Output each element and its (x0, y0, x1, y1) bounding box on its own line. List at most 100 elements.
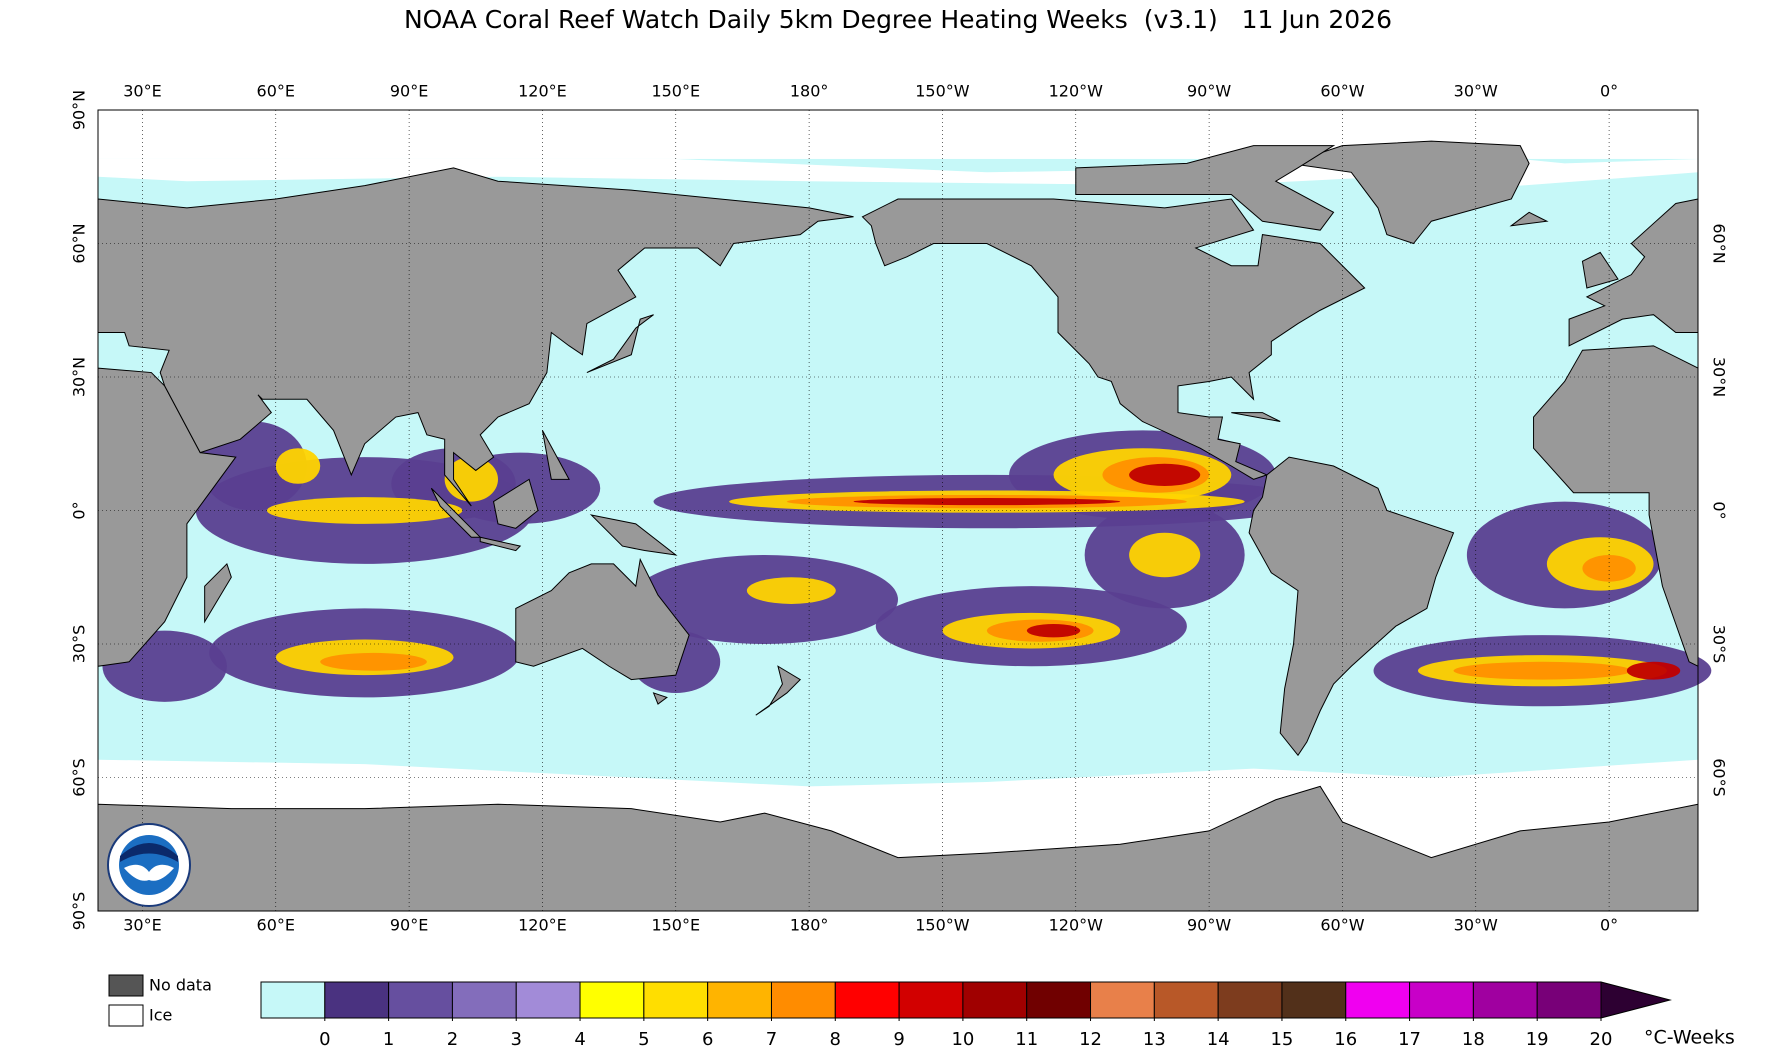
colorbar-tick-label: 2 (447, 1029, 458, 1050)
heat-severe (1626, 661, 1681, 680)
lon-label-top: 90°W (1187, 82, 1231, 101)
land (431, 488, 480, 537)
lon-label-top: 120°W (1049, 82, 1104, 101)
heat-high (1582, 555, 1636, 582)
colorbar-swatch (324, 981, 390, 1019)
land (98, 168, 854, 506)
map-area (98, 110, 1712, 911)
lon-label-top: 90°E (390, 82, 428, 101)
colorbar-tick-label: 15 (1270, 1029, 1293, 1050)
heat-mid (1129, 532, 1201, 578)
noaa-logo (107, 823, 191, 907)
lat-label-left: 30°S (70, 625, 89, 664)
colorbar-swatch (834, 981, 900, 1019)
colorbar-tick-label: 3 (511, 1029, 522, 1050)
heat-high (320, 652, 427, 671)
logo-top (120, 843, 178, 862)
colorbar-swatch (515, 981, 581, 1019)
colorbar-tick-label: 9 (893, 1029, 904, 1050)
colorbar-swatch (579, 981, 645, 1019)
land (480, 537, 520, 550)
lon-label-top: 150°E (651, 82, 700, 101)
lon-label-bottom: 150°W (915, 916, 970, 935)
lon-label-bottom: 60°E (257, 916, 295, 935)
lat-label-right: 0° (1710, 501, 1729, 519)
colorbar-tick-label: 16 (1334, 1029, 1357, 1050)
map-title: NOAA Coral Reef Watch Daily 5km Degree H… (404, 5, 1392, 34)
lon-label-bottom: 90°E (390, 916, 428, 935)
colorbar-swatch (1153, 981, 1219, 1019)
lat-label-left: 60°N (70, 223, 89, 263)
lon-label-top: 30°E (123, 82, 161, 101)
no-data-label: No data (149, 976, 212, 995)
colorbar-swatch (388, 981, 453, 1019)
land (205, 564, 232, 622)
colorbar-swatch (707, 981, 772, 1019)
lon-label-top: 150°W (915, 82, 970, 101)
lat-label-right: 30°S (1710, 625, 1729, 664)
lon-label-bottom: 120°E (518, 916, 567, 935)
colorbar-tick-label: 17 (1398, 1029, 1421, 1050)
colorbar-swatch (1281, 981, 1347, 1019)
heat-severe (1026, 623, 1081, 638)
colorbar-swatch (260, 981, 326, 1019)
colorbar-swatch (1090, 981, 1155, 1019)
map-frame (97, 109, 1699, 912)
colorbar-swatch (1345, 981, 1411, 1019)
lon-label-bottom: 30°E (123, 916, 161, 935)
lat-label-left: 60°S (70, 758, 89, 797)
colorbar-tick-label: 13 (1143, 1029, 1166, 1050)
lon-label-bottom: 30°W (1454, 916, 1498, 935)
heat-severe (1129, 463, 1201, 487)
colorbar-tick-label: 19 (1526, 1029, 1549, 1050)
no-data-swatch (108, 974, 144, 997)
land (1249, 457, 1453, 755)
logo-bird (124, 864, 174, 881)
land (591, 515, 675, 555)
lat-label-right: 30°N (1710, 357, 1729, 397)
colorbar-tick-label: 1 (383, 1029, 394, 1050)
colorbar-swatch (1536, 981, 1602, 1019)
colorbar-tick-label: 18 (1462, 1029, 1485, 1050)
colorbar-swatch (770, 981, 836, 1019)
colorbar-tick-label: 11 (1015, 1029, 1038, 1050)
heat-severe (853, 498, 1121, 506)
colorbar-swatch (643, 981, 709, 1019)
colorbar-tick-label: 6 (702, 1029, 713, 1050)
land (1511, 212, 1547, 225)
lon-label-top: 120°E (518, 82, 567, 101)
lat-label-right: 60°N (1710, 223, 1729, 263)
colorbar-swatch (1472, 981, 1538, 1019)
lon-label-bottom: 180° (790, 916, 829, 935)
heat-mid (746, 577, 836, 604)
colorbar-tick-label: 5 (638, 1029, 649, 1050)
colorbar-tick-label: 4 (574, 1029, 585, 1050)
lon-label-top: 30°W (1454, 82, 1498, 101)
colorbar-tick-label: 0 (319, 1029, 330, 1050)
colorbar-swatch (1409, 981, 1474, 1019)
land (1231, 413, 1280, 422)
land (98, 786, 1698, 911)
colorbar-swatch (1217, 981, 1283, 1019)
lat-label-left: 30°N (70, 357, 89, 397)
land (862, 199, 1364, 479)
colorbar-tick-label: 20 (1590, 1029, 1613, 1050)
land (494, 479, 538, 528)
colorbar-tick-label: 14 (1207, 1029, 1230, 1050)
land (756, 666, 800, 715)
land (1076, 146, 1334, 231)
land (654, 693, 667, 704)
lon-label-top: 60°E (257, 82, 295, 101)
heat-high (1453, 661, 1632, 680)
lat-label-right: 60°S (1710, 758, 1729, 797)
lon-label-bottom: 60°W (1320, 916, 1364, 935)
lon-label-top: 180° (790, 82, 829, 101)
colorbar-swatch (451, 981, 517, 1019)
colorbar-swatch (898, 981, 964, 1019)
heat-mid (266, 497, 463, 524)
land (516, 559, 689, 679)
colorbar-tick-label: 10 (951, 1029, 974, 1050)
heat-mid (275, 448, 321, 484)
lon-label-bottom: 120°W (1049, 916, 1104, 935)
